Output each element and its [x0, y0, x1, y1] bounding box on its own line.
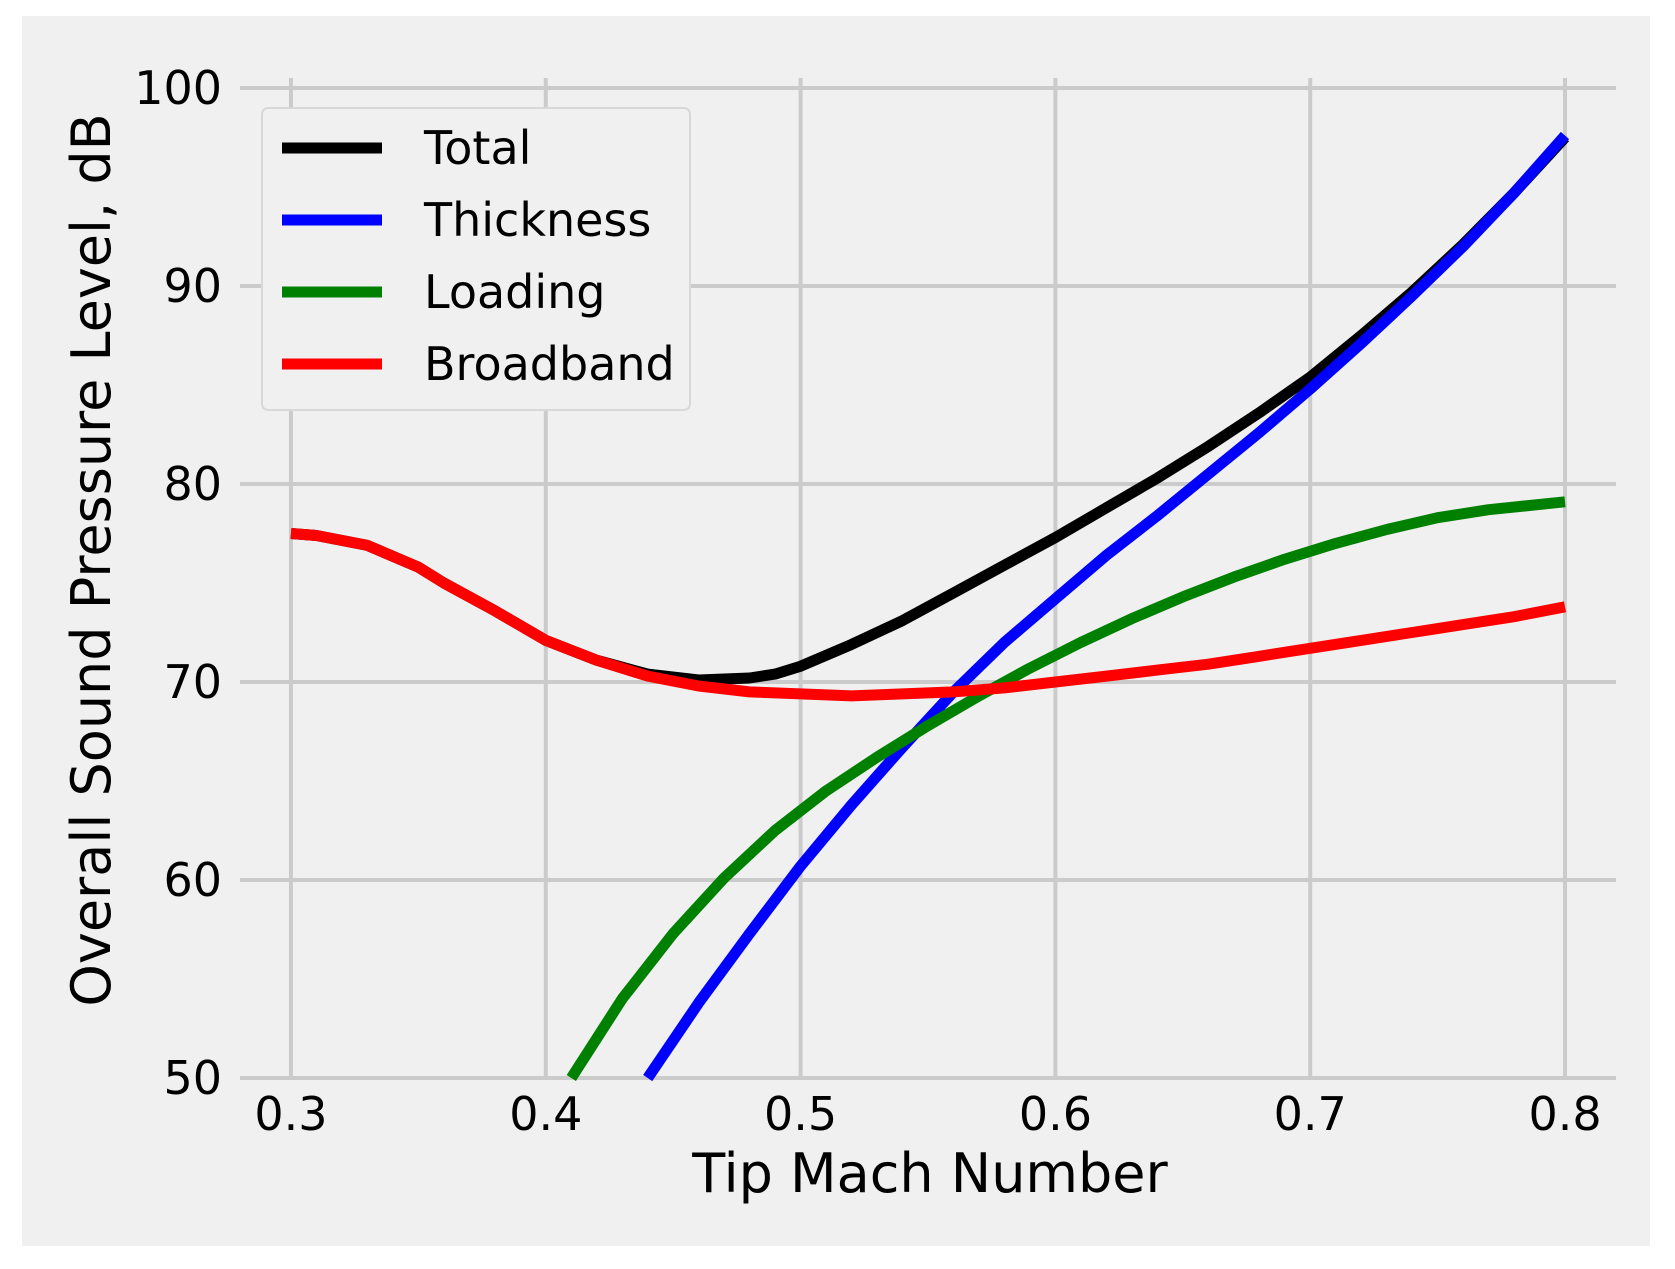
series-lines: [290, 131, 1570, 1082]
y-tick-label: 50: [163, 1051, 222, 1105]
legend-label: Broadband: [424, 337, 675, 391]
y-tick-label: 60: [163, 853, 222, 907]
x-tick-label: 0.3: [254, 1087, 327, 1141]
x-tick-label: 0.6: [1019, 1087, 1092, 1141]
y-tick-label: 90: [163, 259, 222, 313]
x-tick-label: 0.4: [509, 1087, 582, 1141]
legend-label: Loading: [424, 265, 605, 319]
legend-box: [261, 107, 691, 411]
legend-label: Thickness: [423, 193, 651, 247]
grid-lines: [240, 78, 1616, 1080]
x-tick-label: 0.5: [764, 1087, 837, 1141]
legend-label: Total: [423, 121, 531, 175]
x-tick-label: 0.8: [1528, 1087, 1601, 1141]
legend: Total Thickness Loading Broadband: [261, 107, 691, 411]
x-tick-label: 0.7: [1274, 1087, 1347, 1141]
y-tick-label: 70: [163, 655, 222, 709]
y-tick-label: 100: [134, 61, 222, 115]
series-line-loading: [566, 496, 1566, 1081]
series-line-broadband: [290, 528, 1567, 702]
x-axis-label: Tip Mach Number: [691, 1142, 1168, 1205]
series-line-thickness: [643, 131, 1570, 1082]
y-axis-label: Overall Sound Pressure Level, dB: [60, 113, 123, 1006]
tick-labels: 0.3 0.4 0.5 0.6 0.7 0.8 50 60 70 80 90 100: [134, 61, 1601, 1141]
y-tick-label: 80: [163, 457, 222, 511]
